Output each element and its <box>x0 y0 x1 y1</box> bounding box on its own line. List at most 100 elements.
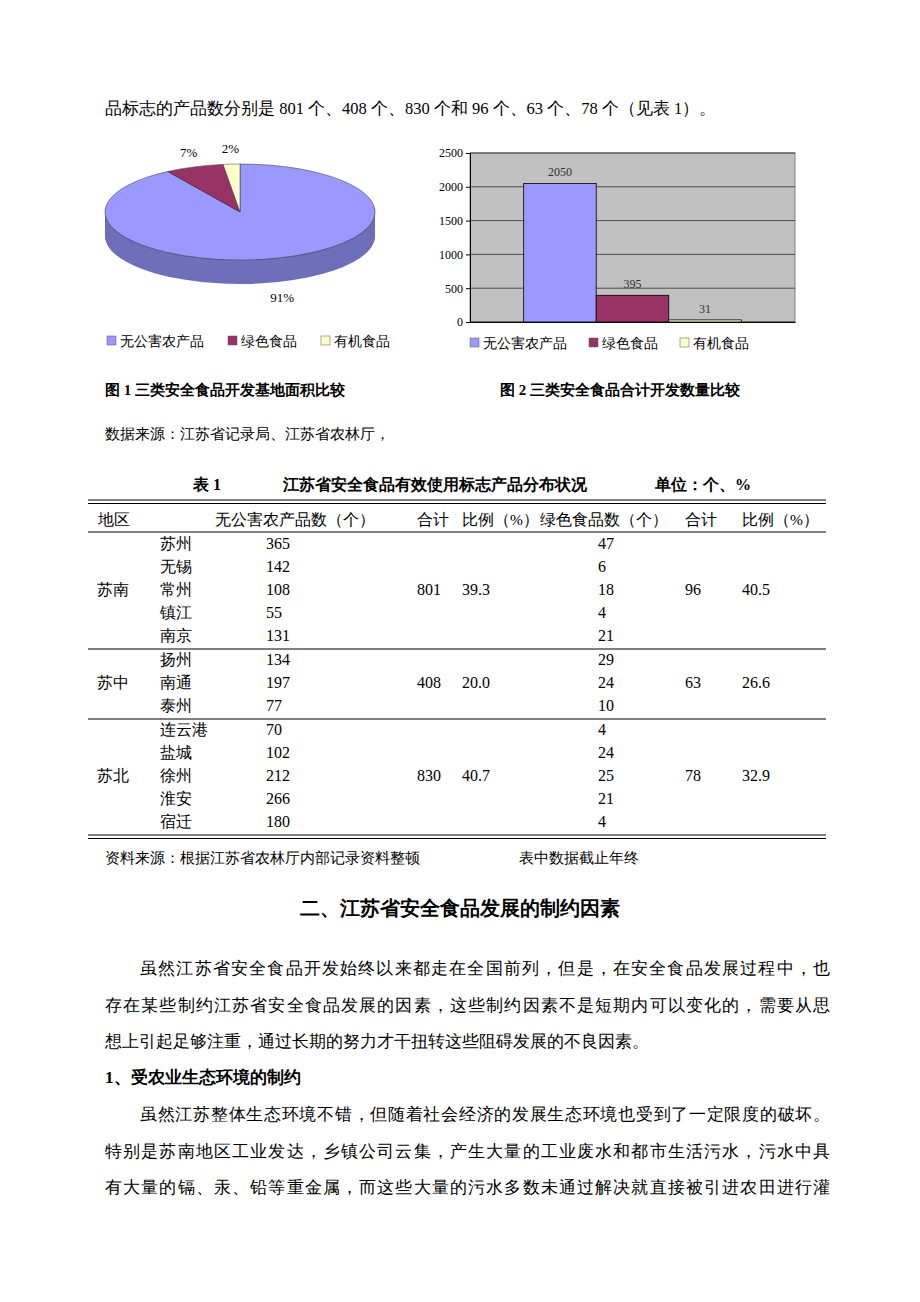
intro-text: 品标志的产品数分别是 801 个、408 个、830 个和 96 个、63 个、… <box>105 99 716 118</box>
table: 表 1江苏省安全食品有效使用标志产品分布状况单位：个、%地区无公害农产品数（个）… <box>88 475 826 866</box>
legend-swatch <box>680 338 689 347</box>
grid-line <box>470 153 795 154</box>
table-cell: 39.3 <box>462 581 490 598</box>
table-cell: 78 <box>685 767 701 784</box>
paragraph: 虽然江苏整体生态环境不错，但随着社会经济的发展生态环境也受到了一定限度的破坏。特… <box>105 1105 830 1197</box>
table-cell: 55 <box>266 604 282 621</box>
tick-mark <box>466 153 470 154</box>
legend-swatch <box>589 338 598 347</box>
axis-line <box>471 322 796 323</box>
pie-slices <box>105 164 375 284</box>
tick: 0 <box>457 315 470 329</box>
pie-legend: 无公害农产品 绿色食品 有机食品 <box>107 334 390 349</box>
table-cell: 淮安 <box>160 790 192 807</box>
table-cell: 南京 <box>160 627 192 644</box>
bar <box>596 295 669 322</box>
tick: 2000 <box>439 180 470 194</box>
axis-line <box>466 154 471 323</box>
legend-label: 有机食品 <box>334 334 390 349</box>
table-cell: 96 <box>685 581 701 598</box>
grid <box>470 153 795 322</box>
table-rule <box>88 503 826 504</box>
table-cell: 无锡 <box>160 558 192 575</box>
tick-mark <box>466 288 470 289</box>
legend-swatch <box>470 338 479 347</box>
source-note: 数据来源：江苏省记录局、江苏省农林厅， <box>105 426 390 442</box>
tick-mark <box>466 254 470 255</box>
table-rule <box>88 838 826 839</box>
table-cell: 365 <box>266 535 290 552</box>
table-cell: 102 <box>266 744 290 761</box>
tick-label: 0 <box>457 315 463 329</box>
table-cell: 苏中 <box>97 674 129 691</box>
tick-label: 2500 <box>439 146 463 160</box>
table-cell: 108 <box>266 581 290 598</box>
table-cell: 131 <box>266 627 290 644</box>
pie-slice <box>105 164 375 260</box>
legend-swatch <box>107 336 116 345</box>
table-cell: 40.5 <box>742 581 770 598</box>
figure-caption: 图 2 三类安全食品合计开发数量比较 <box>500 381 741 398</box>
legend-label: 无公害农产品 <box>120 334 204 349</box>
table-rule <box>88 835 826 836</box>
pie-label: 2% <box>222 141 240 156</box>
table-header: 地区 <box>97 511 130 528</box>
table-header: 比例（%） <box>742 511 819 528</box>
table-cell: 408 <box>417 674 441 691</box>
plot-area <box>470 153 795 322</box>
table-label: 表 1 <box>192 476 221 493</box>
table-cell: 6 <box>598 558 606 575</box>
table-cell: 21 <box>598 790 614 807</box>
paragraph-line: 有大量的镉、汞、铅等重金属，而这些大量的污水多数未通过解决就直接被引进农田进行灌 <box>105 1178 830 1197</box>
paragraph-line: 虽然江苏省安全食品开发始终以来都走在全国前列，但是，在安全食品发展过程中，也 <box>140 959 830 978</box>
tick: 2500 <box>439 146 470 160</box>
grid-line <box>470 254 795 255</box>
table-cell: 苏州 <box>160 535 192 552</box>
legend-label: 绿色食品 <box>241 334 297 349</box>
table-cell: 镇江 <box>159 604 192 621</box>
table-header: 合计 <box>417 511 449 528</box>
tick: 500 <box>445 282 470 296</box>
pie-label: 91% <box>270 290 294 305</box>
table-cell: 77 <box>266 697 282 714</box>
table-cell: 180 <box>266 813 290 830</box>
table-header: 合计 <box>685 511 717 528</box>
x-axis <box>471 322 796 324</box>
table-cell: 10 <box>598 697 614 714</box>
tick: 1500 <box>439 214 470 228</box>
table-rule <box>88 719 826 720</box>
legend-swatch <box>228 336 237 345</box>
table-cell: 40.7 <box>462 767 490 784</box>
pie-chart: 91%7%2%无公害农产品绿色食品有机食品图 1 三类安全食品开发基地面积比较 <box>105 141 390 398</box>
table-note: 资料来源：根据江苏省农林厅内部记录资料整顿 <box>105 850 420 866</box>
tick-label: 1000 <box>439 248 463 262</box>
data-label: 2050 <box>548 165 572 179</box>
table-unit: 单位：个、% <box>654 476 751 493</box>
paragraph: 虽然江苏省安全食品开发始终以来都走在全国前列，但是，在安全食品发展过程中，也存在… <box>104 959 830 1051</box>
bar <box>669 320 742 322</box>
legend-swatch <box>321 336 330 345</box>
table-cell: 801 <box>417 581 441 598</box>
grid-line <box>470 220 795 221</box>
table-header: 绿色食品数（个） <box>540 511 668 528</box>
data-label: 395 <box>624 277 642 291</box>
pie-slice <box>223 164 240 212</box>
tick-label: 2000 <box>439 180 463 194</box>
section-heading: 二、江苏省安全食品发展的制约因素 <box>300 897 620 919</box>
table-cell: 142 <box>266 558 290 575</box>
table-cell: 盐城 <box>160 744 192 761</box>
table-cell: 24 <box>598 744 614 761</box>
table-cell: 常州 <box>160 581 192 598</box>
table-cell: 徐州 <box>160 767 192 784</box>
table-cell: 苏南 <box>97 581 129 598</box>
table-cell: 4 <box>598 721 606 738</box>
table-cell: 47 <box>598 535 614 552</box>
bars <box>524 183 742 322</box>
subheading: 1、受农业生态环境的制约 <box>105 1068 301 1087</box>
table-cell: 4 <box>598 813 606 830</box>
table-cell: 18 <box>598 581 614 598</box>
table-rule <box>88 649 826 650</box>
table-cell: 266 <box>266 790 290 807</box>
tick-mark <box>466 322 470 323</box>
pie-label: 7% <box>180 145 198 160</box>
